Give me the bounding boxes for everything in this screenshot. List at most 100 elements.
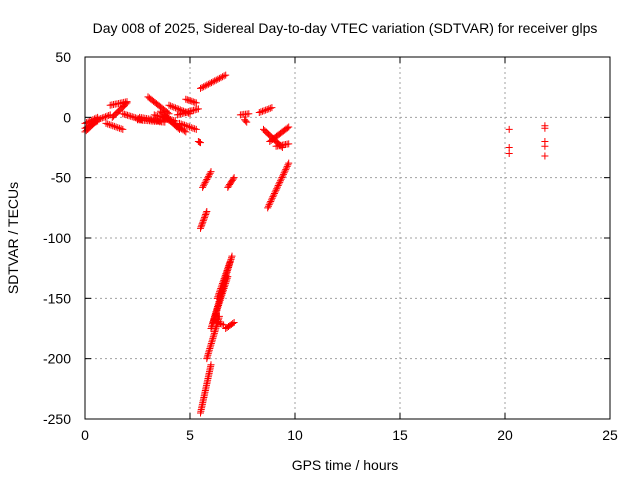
data-point (182, 128, 190, 136)
data-point (204, 351, 212, 359)
data-point (171, 104, 179, 112)
data-point (110, 122, 118, 130)
x-tick-label: 15 (392, 427, 408, 443)
data-point (210, 317, 218, 325)
data-point (212, 308, 220, 316)
data-point (282, 164, 290, 172)
data-point (191, 98, 199, 106)
data-point (211, 313, 219, 321)
data-point (115, 124, 123, 132)
data-point (541, 142, 549, 150)
data-point (177, 120, 185, 128)
data-point (210, 315, 218, 323)
data-point (198, 84, 206, 92)
data-point (215, 301, 223, 309)
data-point (279, 170, 287, 178)
data-point (186, 123, 194, 131)
data-point (199, 182, 207, 190)
data-point (203, 81, 211, 89)
data-point (203, 175, 211, 183)
data-point (505, 150, 513, 158)
data-point (109, 122, 117, 130)
y-tick-label: -250 (43, 411, 71, 427)
data-point (274, 182, 282, 190)
data-point (211, 328, 219, 336)
data-point (215, 74, 223, 82)
data-point (279, 172, 287, 180)
data-point (214, 291, 222, 299)
data-point (211, 77, 219, 85)
data-point (210, 329, 218, 337)
data-point (186, 97, 194, 105)
data-point (209, 334, 217, 342)
data-point (119, 110, 127, 118)
data-point (198, 221, 206, 229)
x-axis-label: GPS time / hours (292, 457, 399, 473)
data-point (199, 218, 207, 226)
data-point (283, 124, 291, 132)
data-point (205, 346, 213, 354)
data-point (272, 186, 280, 194)
data-point (210, 331, 218, 339)
y-tick-label: -200 (43, 351, 71, 367)
data-point (101, 113, 109, 121)
data-point (206, 345, 214, 353)
data-point (189, 124, 197, 132)
data-point (185, 96, 193, 104)
x-tick-label: 0 (81, 427, 89, 443)
data-point (273, 183, 281, 191)
data-point (201, 82, 209, 90)
data-point (207, 341, 215, 349)
data-point (217, 284, 225, 292)
data-point (198, 220, 206, 228)
data-point (125, 112, 133, 120)
data-point (243, 118, 251, 126)
data-point (195, 138, 203, 146)
data-point (192, 99, 200, 107)
data-point (105, 112, 113, 120)
data-point (269, 193, 277, 201)
data-point (222, 71, 230, 79)
data-point (206, 79, 214, 87)
data-point (264, 202, 272, 210)
y-tick-label: -150 (43, 290, 71, 306)
data-point (273, 185, 281, 193)
data-point (204, 80, 212, 88)
data-point (267, 197, 275, 205)
data-point (104, 120, 112, 128)
data-point (229, 175, 237, 183)
data-point (267, 196, 275, 204)
data-point (203, 355, 211, 363)
data-point (228, 252, 236, 260)
data-point (209, 78, 217, 86)
data-point (194, 105, 202, 113)
data-point (214, 75, 222, 83)
x-tick-labels: 0 5 10 15 20 25 (81, 427, 618, 443)
data-point (188, 97, 196, 105)
y-axis-label: SDTVAR / TECUs (5, 182, 21, 294)
data-point (168, 103, 176, 111)
data-point (95, 115, 103, 123)
data-point (122, 111, 130, 119)
data-point (206, 169, 214, 177)
data-point (197, 84, 204, 92)
y-tick-label: 0 (63, 109, 71, 125)
data-point (205, 171, 213, 179)
data-point (181, 121, 189, 129)
data-point (284, 161, 292, 169)
data-point (199, 183, 207, 191)
data-point (170, 103, 178, 111)
data-point (258, 107, 266, 115)
data-point (192, 125, 200, 133)
data-point (278, 174, 286, 182)
data-point (270, 189, 278, 197)
data-point (197, 224, 204, 232)
data-point (208, 323, 216, 331)
data-point (200, 180, 208, 188)
data-point (203, 207, 211, 215)
data-point (205, 348, 213, 356)
data-point (207, 168, 215, 176)
data-point (265, 201, 273, 209)
data-point (167, 102, 175, 110)
data-point (122, 100, 130, 108)
